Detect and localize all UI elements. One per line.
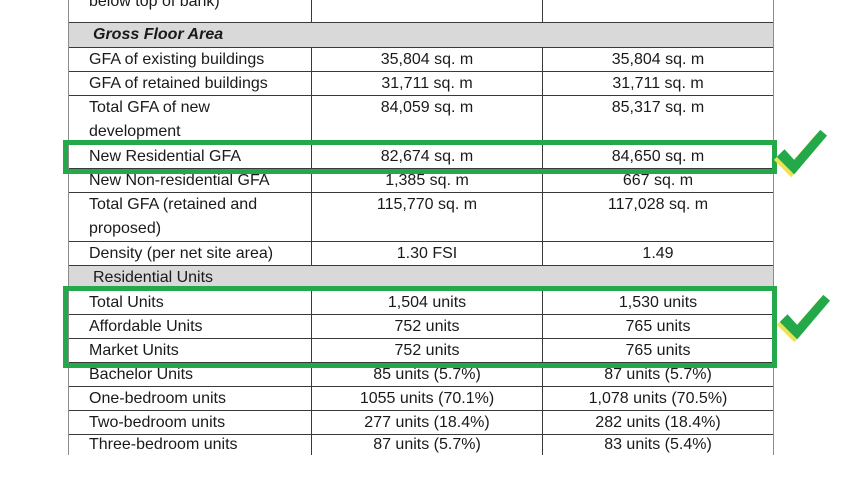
table-row: One-bedroom units 1055 units (70.1%) 1,0… [69,387,773,411]
table-row-clipped: below top of bank) [69,0,773,23]
table-row: Bachelor Units 85 units (5.7%) 87 units … [69,363,773,387]
row-value-1: 752 units [312,315,543,338]
checkmark-icon [776,294,831,343]
table-row: GFA of retained buildings 31,711 sq. m 3… [69,72,773,96]
table-row: Two-bedroom units 277 units (18.4%) 282 … [69,411,773,435]
row-value-1: 1055 units (70.1%) [312,387,543,410]
row-label: Total GFA of new development [69,96,312,144]
section-header-gross-floor-area: Gross Floor Area [69,23,773,48]
row-value-1: 82,674 sq. m [312,145,543,168]
table-row: GFA of existing buildings 35,804 sq. m 3… [69,48,773,72]
table-row-new-residential-gfa: New Residential GFA 82,674 sq. m 84,650 … [69,145,773,169]
row-value-2: 83 units (5.4%) [604,436,712,453]
row-value-1: 87 units (5.7%) [312,435,543,455]
checkmark-icon [773,129,828,178]
row-value-1: 1,385 sq. m [312,169,543,192]
row-value-2: 117,028 sq. m [607,196,709,213]
row-value-1: 84,059 sq. m [312,96,543,144]
development-statistics-table: below top of bank) Gross Floor Area GFA … [68,0,774,455]
row-value-1: 115,770 sq. m [312,193,543,241]
row-value-1: 31,711 sq. m [312,72,543,95]
row-value-2 [543,0,773,22]
row-label: GFA of retained buildings [69,72,312,95]
row-label: Total GFA (retained and proposed) [69,193,312,241]
row-label: New Non-residential GFA [69,169,312,192]
row-value-2: 1.49 [642,244,674,262]
table-row-market-units: Market Units 752 units 765 units [69,339,773,363]
row-value-2: 84,650 sq. m [611,147,705,165]
row-label: Bachelor Units [69,363,312,386]
row-value-2: 1,078 units (70.5%) [588,389,728,407]
row-label: Market Units [69,339,312,362]
table-row: New Non-residential GFA 1,385 sq. m 667 … [69,169,773,193]
section-title: Residential Units [93,269,214,286]
table-row: Total GFA (retained and proposed) 115,77… [69,193,773,242]
row-label: Total Units [69,291,312,314]
row-label: GFA of existing buildings [69,48,312,71]
row-value-2: 1,530 units [618,293,698,311]
row-value-1: 752 units [312,339,543,362]
row-label: Density (per net site area) [69,242,312,265]
row-value-2: 765 units [625,317,691,335]
row-value-2: 282 units (18.4%) [595,413,721,431]
section-header-residential-units: Residential Units [69,266,773,291]
section-title: Gross Floor Area [93,26,224,43]
row-value-1: 277 units (18.4%) [312,411,543,434]
table-row: Total GFA of new development 84,059 sq. … [69,96,773,145]
row-label: Two-bedroom units [69,411,312,434]
row-value-1: 85 units (5.7%) [312,363,543,386]
row-label: Affordable Units [69,315,312,338]
table-row-affordable-units: Affordable Units 752 units 765 units [69,315,773,339]
row-value-2: 85,317 sq. m [611,99,705,116]
row-value-1 [312,0,543,22]
table-row: Three-bedroom units 87 units (5.7%) 83 u… [69,435,773,455]
row-label: New Residential GFA [69,145,312,168]
row-value-2: 87 units (5.7%) [604,365,712,383]
row-label: One-bedroom units [69,387,312,410]
row-value-1: 35,804 sq. m [312,48,543,71]
row-value-2: 31,711 sq. m [612,74,704,92]
table-row-total-units: Total Units 1,504 units 1,530 units [69,291,773,315]
row-value-1: 1.30 FSI [312,242,543,265]
row-value-2: 667 sq. m [622,171,694,189]
row-value-2: 35,804 sq. m [611,50,705,68]
table-row: Density (per net site area) 1.30 FSI 1.4… [69,242,773,266]
row-label: below top of bank) [69,0,312,22]
row-value-2: 765 units [625,341,691,359]
row-label: Three-bedroom units [69,435,312,455]
row-value-1: 1,504 units [312,291,543,314]
clipped-row-text: below top of bank) [89,0,220,10]
